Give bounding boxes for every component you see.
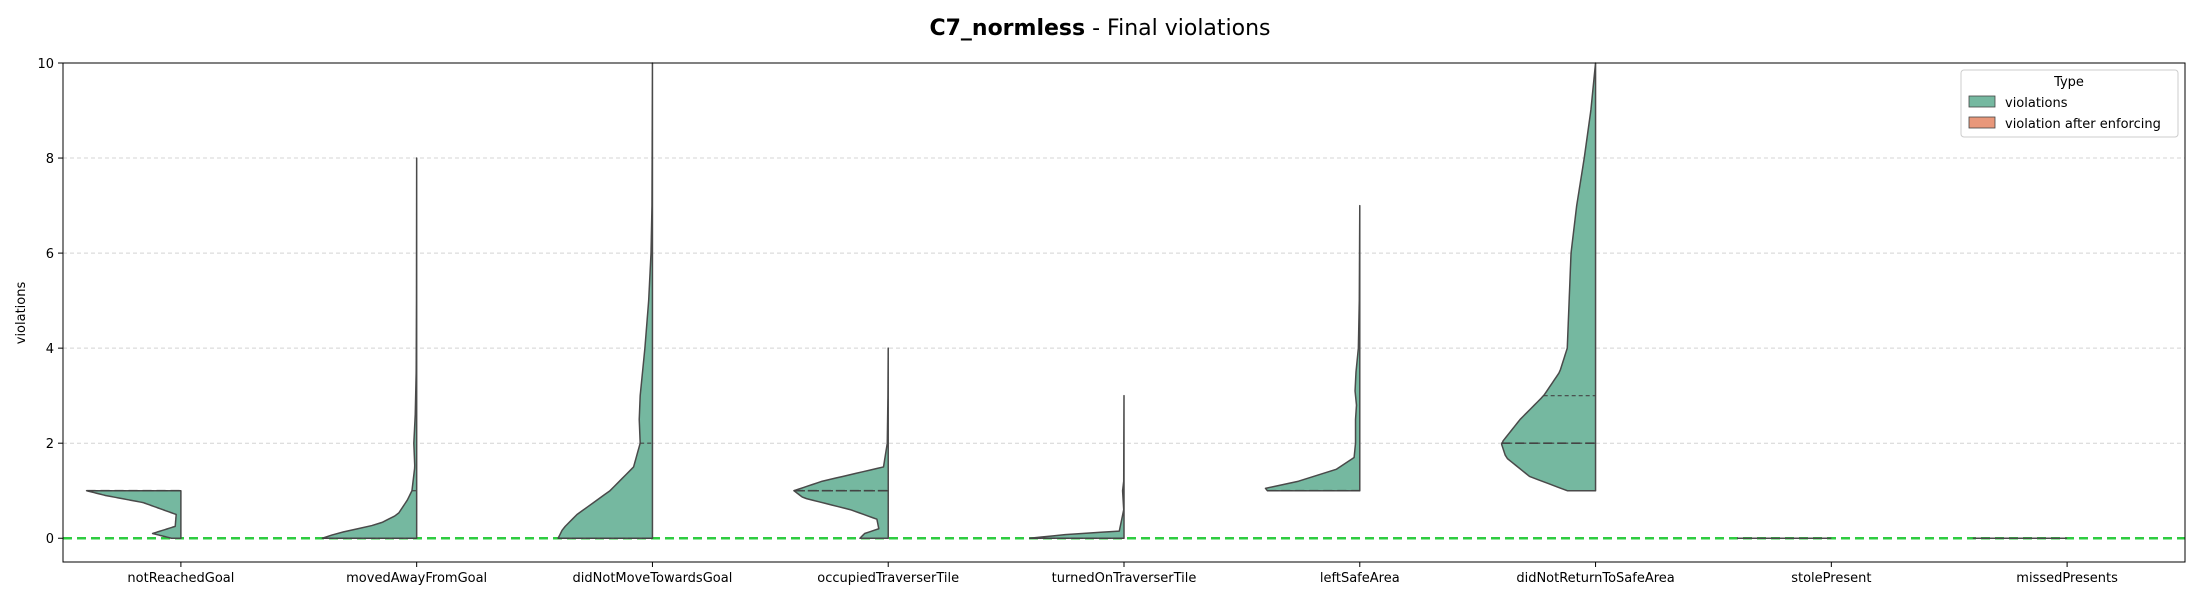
violin-movedAwayFromGoal bbox=[321, 157, 418, 539]
legend-label-violations: violations bbox=[2005, 96, 2068, 111]
x-axis: notReachedGoal movedAwayFromGoal didNotMov… bbox=[127, 562, 2118, 586]
chart-title: C7_normless - Final violations bbox=[929, 16, 1270, 41]
legend-box bbox=[1960, 69, 2179, 138]
violin-leftSafeArea bbox=[1264, 204, 1361, 492]
chart-title-rest: - Final violations bbox=[1085, 16, 1270, 41]
x-tick-label-leftSafeArea: leftSafeArea bbox=[1320, 571, 1400, 586]
x-tick-label-didNotMoveTowardsGoal: didNotMoveTowardsGoal bbox=[573, 571, 733, 586]
x-tick-label-missedPresents: missedPresents bbox=[2016, 571, 2118, 586]
y-axis: 0 2 4 6 8 10 bbox=[37, 57, 63, 547]
chart-title-bold: C7_normless bbox=[929, 16, 1085, 41]
x-tick-label-occupiedTraverserTile: occupiedTraverserTile bbox=[817, 571, 959, 586]
violin-notReachedGoal bbox=[85, 489, 182, 539]
violins bbox=[85, 62, 2068, 540]
violin-turnedOnTraverserTile bbox=[1028, 394, 1125, 539]
x-tick-label-stolePresent: stolePresent bbox=[1791, 571, 1871, 586]
legend-swatch-violation-after-enforcing bbox=[1968, 116, 1996, 129]
legend-label-violation-after-enforcing: violation after enforcing bbox=[2005, 117, 2161, 132]
x-tick-label-didNotReturnToSafeArea: didNotReturnToSafeArea bbox=[1516, 571, 1674, 586]
y-tick-label-6: 6 bbox=[46, 247, 54, 262]
y-axis-label: violations bbox=[14, 282, 29, 345]
y-tick-label-10: 10 bbox=[37, 57, 54, 72]
y-tick-label-4: 4 bbox=[46, 342, 54, 357]
y-tick-label-0: 0 bbox=[46, 532, 54, 547]
violin-didNotReturnToSafeArea bbox=[1500, 62, 1597, 492]
y-tick-label-8: 8 bbox=[46, 152, 54, 167]
legend: Type violations violation after enforcin… bbox=[1960, 69, 2179, 138]
violin-didNotMoveTowardsGoal bbox=[557, 62, 654, 539]
legend-title: Type bbox=[2053, 75, 2084, 90]
legend-swatch-violations bbox=[1968, 95, 1996, 108]
x-tick-label-notReachedGoal: notReachedGoal bbox=[127, 571, 234, 586]
x-tick-label-movedAwayFromGoal: movedAwayFromGoal bbox=[346, 571, 487, 586]
y-tick-label-2: 2 bbox=[46, 437, 54, 452]
x-tick-label-turnedOnTraverserTile: turnedOnTraverserTile bbox=[1052, 571, 1197, 586]
